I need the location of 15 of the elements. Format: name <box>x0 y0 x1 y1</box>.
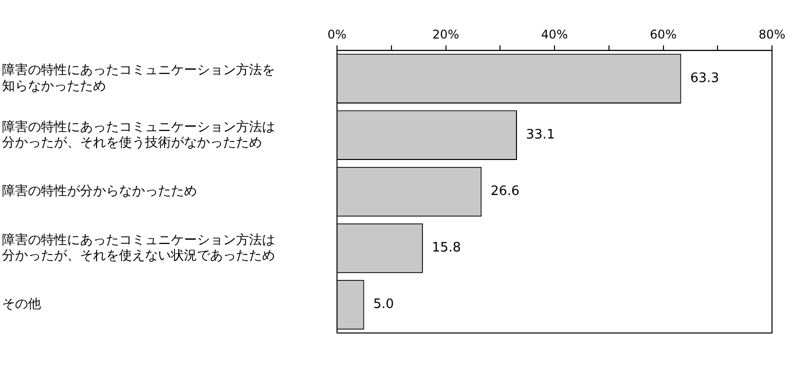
data-label: 5.0 <box>373 297 394 312</box>
x-tick-label: 20% <box>432 27 460 42</box>
y-tick-label: 障害の特性が分からなかったため <box>2 183 197 200</box>
data-label: 63.3 <box>690 71 720 86</box>
x-tick-label: 80% <box>758 27 786 42</box>
data-label: 26.6 <box>490 184 520 200</box>
x-tick-label: 40% <box>541 27 568 42</box>
y-tick-label: その他 <box>2 297 41 312</box>
y-tick-label: 障害の特性にあったコミュニケーション方法は分かったが、それを使えない状況であったため <box>2 232 275 264</box>
y-tick-label: 障害の特性にあったコミュニケーション方法を知らなかったため <box>2 62 275 94</box>
x-tick-label: 0% <box>327 27 347 42</box>
data-label: 15.8 <box>432 240 461 256</box>
x-tick-label: 60% <box>650 27 677 42</box>
data-label: 33.1 <box>526 128 555 143</box>
y-tick-label: 障害の特性にあったコミュニケーション方法は分かったが、それを使う技術がなかったため <box>2 118 275 150</box>
